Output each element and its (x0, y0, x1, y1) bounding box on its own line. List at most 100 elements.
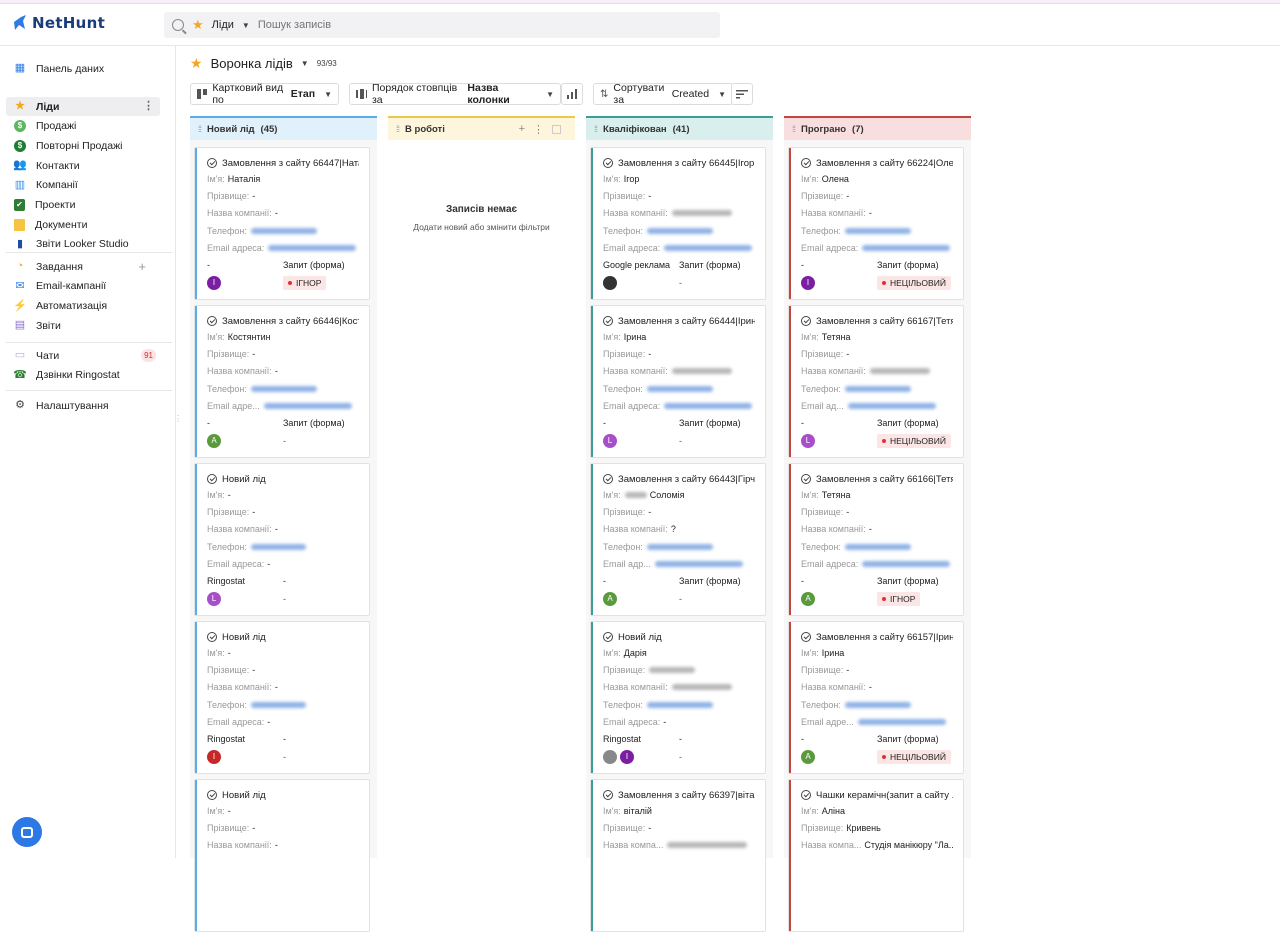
card-title[interactable]: Замовлення з сайту 66446|Кост... (207, 314, 359, 328)
column-order-dropdown[interactable]: Порядок стовпців за Назва колонки ▼ (349, 82, 561, 106)
check-circle-icon[interactable] (207, 632, 217, 642)
view-mode-dropdown[interactable]: Картковий вид по Етап ▼ (190, 82, 339, 106)
sidebar-item-contacts[interactable]: 👥 Контакти (6, 156, 160, 175)
check-circle-icon[interactable] (801, 474, 811, 484)
check-circle-icon[interactable] (207, 158, 217, 168)
sidebar-item-settings[interactable]: ⚙ Налаштування (6, 396, 160, 415)
sidebar-item-leads[interactable]: ★ Ліди ⋮ (6, 97, 160, 116)
avatar[interactable]: I (207, 275, 221, 290)
avatar[interactable]: A (207, 433, 221, 448)
card-title[interactable]: Замовлення з сайту 66224|Олена (801, 156, 953, 170)
sidebar-item-reports[interactable]: ▤ Звіти (6, 316, 160, 335)
check-circle-icon[interactable] (603, 316, 613, 326)
drag-handle-icon[interactable]: ⁞⁞ (792, 124, 796, 134)
sort-dropdown[interactable]: ⇅ Сортувати за Created ▼ (593, 82, 733, 106)
lead-card[interactable]: Замовлення з сайту 66224|Олена Ім'я: Олена… (788, 147, 964, 300)
lead-card[interactable]: Новий лід Ім'я: - Прізвище: - Назва компанії:… (194, 621, 370, 774)
lead-card[interactable]: Замовлення з сайту 66443|Гірч... Ім'я: Сол… (590, 463, 766, 616)
card-title[interactable]: Новий лід (207, 472, 359, 486)
sort-direction-button[interactable] (731, 83, 753, 105)
more-options-icon[interactable]: ⋮ (533, 123, 544, 136)
drag-handle-icon[interactable]: ⁞⁞ (396, 124, 400, 134)
sidebar-item-ringostat[interactable]: ☎ Дзвінки Ringostat (6, 366, 160, 385)
sidebar-resize-handle[interactable]: ⋮ (174, 414, 182, 423)
card-title[interactable]: Чашки керамічн(запит а сайту ... (801, 788, 953, 802)
chevron-down-icon[interactable]: ▼ (300, 59, 309, 68)
search-icon[interactable] (172, 19, 184, 31)
column-header[interactable]: ⁞⁞ Новий лід (45) (190, 116, 377, 140)
lead-card[interactable]: Замовлення з сайту 66397|віта... Ім'я: віт… (590, 779, 766, 932)
card-title[interactable]: Новий лід (603, 630, 755, 644)
lead-card[interactable]: Замовлення з сайту 66446|Кост... Ім'я: Кос… (194, 305, 370, 458)
lead-card[interactable]: Новий лід Ім'я: Дарія Прізвище: Назва компан… (590, 621, 766, 774)
avatar[interactable]: I (207, 749, 221, 764)
avatar[interactable]: A (801, 749, 815, 764)
check-circle-icon[interactable] (801, 158, 811, 168)
sidebar-item-looker[interactable]: ▮ Звіти Looker Studio (6, 235, 160, 254)
check-circle-icon[interactable] (603, 790, 613, 800)
card-title[interactable]: Замовлення з сайту 66445|Ігор (603, 156, 755, 170)
chevron-down-icon[interactable]: ▼ (241, 20, 250, 30)
check-circle-icon[interactable] (801, 790, 811, 800)
card-title[interactable]: Замовлення з сайту 66443|Гірч... (603, 472, 755, 486)
empty-state-subtitle[interactable]: Додати новий або змінити фільтри (413, 222, 550, 232)
avatar[interactable] (603, 275, 617, 290)
column-header[interactable]: ⁞⁞ Кваліфікован (41) (586, 116, 773, 140)
check-circle-icon[interactable] (603, 632, 613, 642)
avatar[interactable]: I (801, 275, 815, 290)
avatar[interactable]: I (620, 749, 634, 764)
page-title[interactable]: Воронка лідів (210, 56, 293, 71)
card-title[interactable]: Замовлення з сайту 66166|Тетя... (801, 472, 953, 486)
favorite-star-icon[interactable]: ★ (190, 55, 203, 71)
lead-card[interactable]: Замовлення з сайту 66166|Тетя... Ім'я: Тет… (788, 463, 964, 616)
column-stats-button[interactable] (561, 83, 583, 105)
check-circle-icon[interactable] (207, 316, 217, 326)
sidebar-item-projects[interactable]: ✔ Проекти (6, 196, 160, 215)
sidebar-item-sales[interactable]: $ Продажі (6, 117, 160, 136)
check-circle-icon[interactable] (207, 790, 217, 800)
card-title[interactable]: Замовлення з сайту 66447|Ната... (207, 156, 359, 170)
search-scope[interactable]: Ліди (211, 19, 234, 31)
column-header[interactable]: ⁞⁞ В роботі + ⋮ (388, 116, 575, 140)
avatar[interactable]: L (603, 433, 617, 448)
avatar[interactable]: A (603, 591, 617, 606)
avatar[interactable] (603, 749, 617, 764)
lead-card[interactable]: Чашки керамічн(запит а сайту ... Ім'я: Алі… (788, 779, 964, 932)
lead-card[interactable]: Новий лід Ім'я: - Прізвище: - Назва компанії:… (194, 463, 370, 616)
chat-widget-button[interactable] (12, 817, 42, 847)
sidebar-item-email[interactable]: ✉ Email-кампанії (6, 277, 160, 296)
add-task-icon[interactable]: + (138, 259, 146, 274)
lead-card[interactable]: Замовлення з сайту 66157|Ірина Ім'я: Ірина… (788, 621, 964, 774)
lead-card[interactable]: Замовлення з сайту 66445|Ігор Ім'я: Ігор Пр… (590, 147, 766, 300)
lead-card[interactable]: Замовлення з сайту 66444|Ірина Ім'я: Ірина… (590, 305, 766, 458)
check-circle-icon[interactable] (603, 474, 613, 484)
more-options-icon[interactable]: ⋮ (143, 100, 154, 112)
collapse-column-icon[interactable] (552, 124, 561, 134)
card-title[interactable]: Новий лід (207, 630, 359, 644)
sidebar-item-tasks[interactable]: ◔ Завдання + (6, 257, 160, 276)
sidebar-item-companies[interactable]: ▥ Компанії (6, 176, 160, 195)
card-title[interactable]: Замовлення з сайту 66157|Ірина (801, 630, 953, 644)
check-circle-icon[interactable] (801, 316, 811, 326)
sidebar-item-documents[interactable]: Документи (6, 215, 160, 234)
drag-handle-icon[interactable]: ⁞⁞ (594, 124, 598, 134)
lead-card[interactable]: Замовлення з сайту 66167|Тетя... Ім'я: Тет… (788, 305, 964, 458)
drag-handle-icon[interactable]: ⁞⁞ (198, 124, 202, 134)
column-header[interactable]: ⁞⁞ Програно (7) (784, 116, 971, 140)
card-title[interactable]: Замовлення з сайту 66397|віта... (603, 788, 755, 802)
sidebar-item-resales[interactable]: $ Повторні Продажі (6, 136, 160, 155)
card-title[interactable]: Замовлення з сайту 66444|Ірина (603, 314, 755, 328)
sidebar-item-dashboard[interactable]: ▦ Панель даних (6, 59, 160, 78)
check-circle-icon[interactable] (801, 632, 811, 642)
card-title[interactable]: Новий лід (207, 788, 359, 802)
avatar[interactable]: L (801, 433, 815, 448)
add-record-icon[interactable]: + (518, 122, 525, 135)
sidebar-item-chats[interactable]: ▭ Чати 91 (6, 346, 160, 365)
avatar[interactable]: A (801, 591, 815, 606)
check-circle-icon[interactable] (207, 474, 217, 484)
search-input[interactable] (257, 19, 678, 31)
lead-card[interactable]: Замовлення з сайту 66447|Ната... Ім'я: Нат… (194, 147, 370, 300)
logo[interactable]: NetHunt (12, 14, 105, 32)
search-bar[interactable]: ★ Ліди ▼ (164, 12, 720, 38)
avatar[interactable]: L (207, 591, 221, 606)
